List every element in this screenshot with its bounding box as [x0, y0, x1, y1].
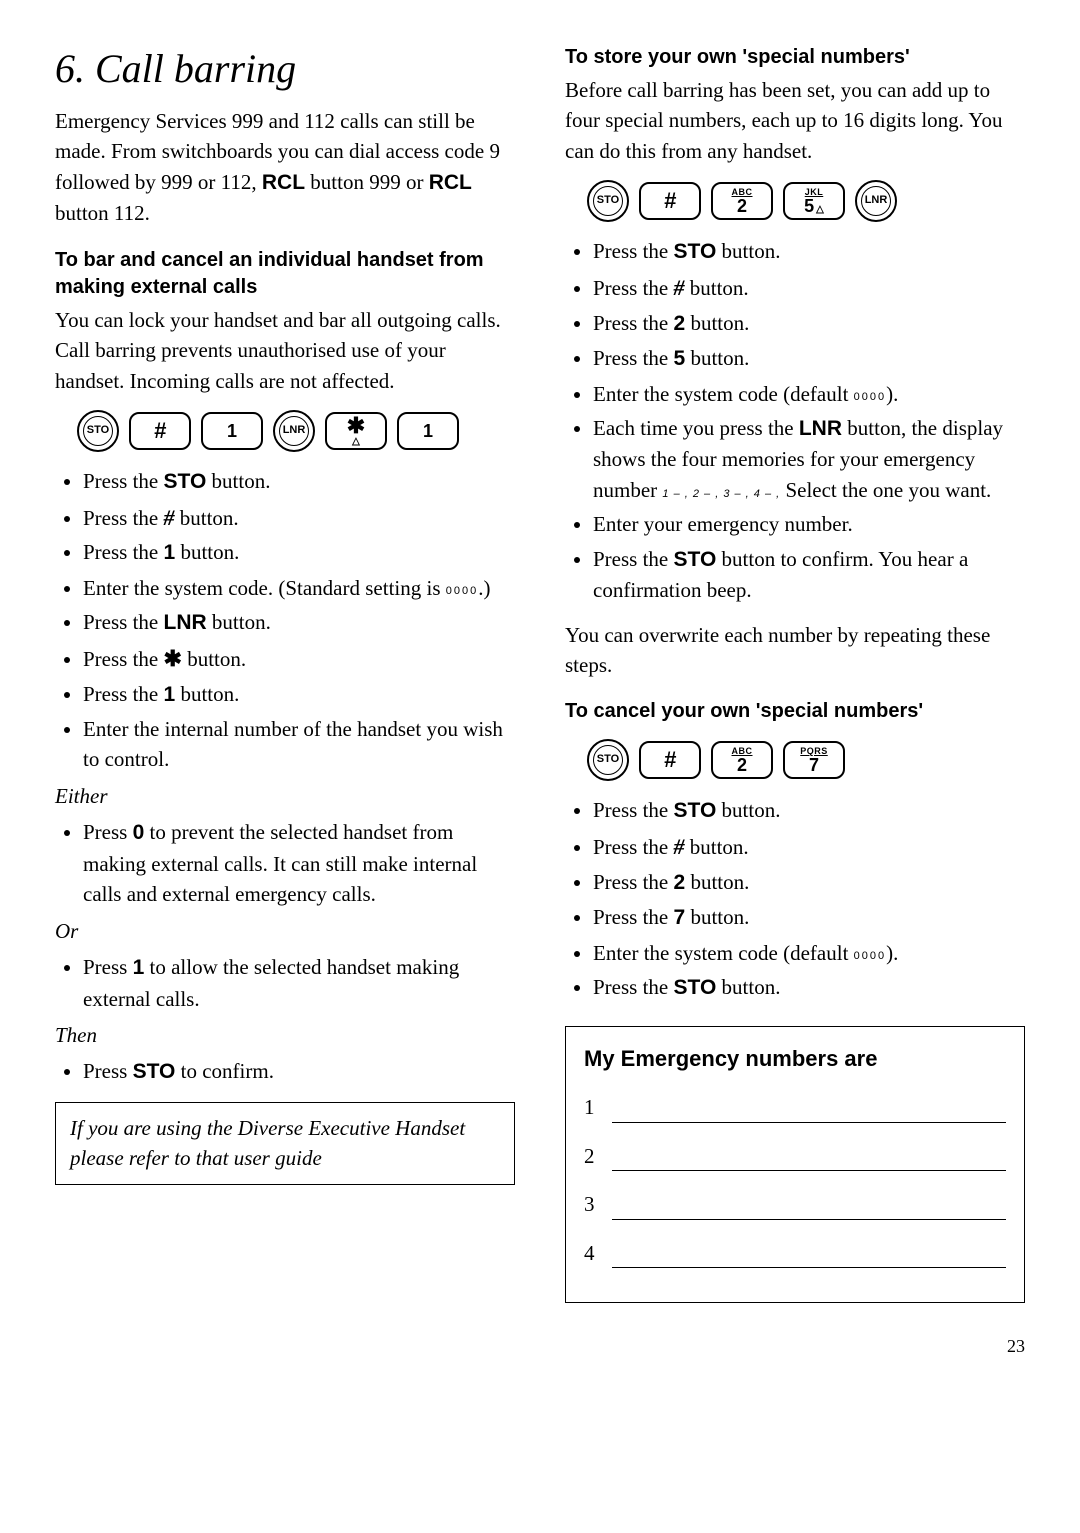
step: Press the 5 button. [593, 343, 1025, 374]
one-button-icon: 1 [201, 412, 263, 450]
left-column: 6. Call barring Emergency Services 999 a… [55, 40, 515, 1303]
two-button-icon: ABC2 [711, 741, 773, 779]
paragraph: You can overwrite each number by repeati… [565, 620, 1025, 681]
step: Press STO to confirm. [83, 1056, 515, 1087]
either-label: Either [55, 781, 515, 811]
paragraph: Before call barring has been set, you ca… [565, 75, 1025, 166]
label: # [664, 190, 676, 212]
emergency-line-1: 1 [584, 1092, 1006, 1122]
emergency-line-4: 4 [584, 1238, 1006, 1268]
subheading-bar-cancel: To bar and cancel an individual handset … [55, 247, 515, 301]
emergency-box-title: My Emergency numbers are [584, 1043, 1006, 1075]
two-button-icon: ABC2 [711, 182, 773, 220]
step: Press the # button. [593, 831, 1025, 863]
line-number: 3 [584, 1189, 600, 1219]
step: Press the 7 button. [593, 902, 1025, 933]
label: # [154, 420, 166, 442]
intro-paragraph: Emergency Services 999 and 112 calls can… [55, 106, 515, 229]
text: button 112. [55, 201, 150, 225]
step: Enter your emergency number. [593, 509, 1025, 539]
step: Press the 2 button. [593, 308, 1025, 339]
steps-list-2: Press the STO button. Press the # button… [565, 236, 1025, 605]
step: Press the 1 button. [83, 537, 515, 568]
five-button-icon: JKL5△ [783, 182, 845, 220]
emergency-line-3: 3 [584, 1189, 1006, 1219]
then-step: Press STO to confirm. [55, 1056, 515, 1087]
hash-button-icon: # [129, 412, 191, 450]
steps-list-1: Press the STO button. Press the # button… [55, 466, 515, 775]
step: Each time you press the LNR button, the … [593, 413, 1025, 505]
rcl-label: RCL [262, 171, 305, 194]
step: Press the # button. [593, 272, 1025, 304]
step: Press the LNR button. [83, 607, 515, 638]
or-step: Press 1 to allow the selected handset ma… [55, 952, 515, 1014]
step: Press the STO button. [593, 972, 1025, 1003]
then-label: Then [55, 1020, 515, 1050]
text: button 999 or [305, 170, 429, 194]
step: Press the STO button to confirm. You hea… [593, 544, 1025, 606]
sto-button-icon: STO [587, 180, 629, 222]
hash-button-icon: # [639, 182, 701, 220]
button-row-3: STO # ABC2 PQRS7 [587, 739, 1025, 781]
sto-button-icon: STO [587, 739, 629, 781]
hash-button-icon: # [639, 741, 701, 779]
write-line[interactable] [612, 1246, 1006, 1268]
one-button-icon: 1 [397, 412, 459, 450]
lnr-button-icon: LNR [273, 410, 315, 452]
star-button-icon: ✱△ [325, 412, 387, 450]
right-column: To store your own 'special numbers' Befo… [565, 40, 1025, 1303]
label: 1 [227, 422, 237, 440]
line-number: 1 [584, 1092, 600, 1122]
button-row-2: STO # ABC2 JKL5△ LNR [587, 180, 1025, 222]
write-line[interactable] [612, 1101, 1006, 1123]
line-number: 4 [584, 1238, 600, 1268]
sto-button-icon: STO [77, 410, 119, 452]
step: Press the STO button. [593, 236, 1025, 267]
step: Enter the system code (default 0000). [593, 379, 1025, 409]
or-label: Or [55, 916, 515, 946]
line-number: 2 [584, 1141, 600, 1171]
label: ✱ [347, 415, 365, 437]
step: Press 1 to allow the selected handset ma… [83, 952, 515, 1014]
step: Enter the internal number of the handset… [83, 714, 515, 775]
step: Press the 1 button. [83, 679, 515, 710]
label: # [664, 749, 676, 771]
step: Press the STO button. [593, 795, 1025, 826]
step: Press the STO button. [83, 466, 515, 497]
step: Enter the system code. (Standard setting… [83, 573, 515, 603]
subheading-store-special: To store your own 'special numbers' [565, 44, 1025, 71]
emergency-line-2: 2 [584, 1141, 1006, 1171]
step: Enter the system code (default 0000). [593, 938, 1025, 968]
note-box: If you are using the Diverse Executive H… [55, 1102, 515, 1185]
step: Press the ✱ button. [83, 643, 515, 675]
emergency-numbers-box: My Emergency numbers are 1 2 3 4 [565, 1026, 1025, 1304]
seven-button-icon: PQRS7 [783, 741, 845, 779]
either-step: Press 0 to prevent the selected handset … [55, 817, 515, 909]
lnr-button-icon: LNR [855, 180, 897, 222]
subheading-cancel-special: To cancel your own 'special numbers' [565, 698, 1025, 725]
step: Press 0 to prevent the selected handset … [83, 817, 515, 909]
write-line[interactable] [612, 1198, 1006, 1220]
section-title: 6. Call barring [55, 40, 515, 98]
step: Press the 2 button. [593, 867, 1025, 898]
page-number: 23 [55, 1333, 1025, 1359]
rcl-label: RCL [429, 171, 472, 194]
paragraph: You can lock your handset and bar all ou… [55, 305, 515, 396]
step: Press the # button. [83, 502, 515, 534]
page-columns: 6. Call barring Emergency Services 999 a… [55, 40, 1025, 1303]
label: 1 [423, 422, 433, 440]
write-line[interactable] [612, 1149, 1006, 1171]
steps-list-3: Press the STO button. Press the # button… [565, 795, 1025, 1003]
button-row-1: STO # 1 LNR ✱△ 1 [77, 410, 515, 452]
